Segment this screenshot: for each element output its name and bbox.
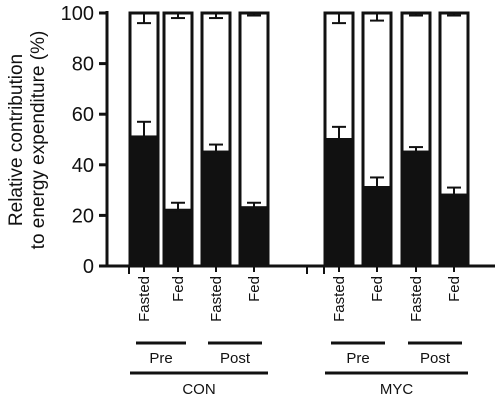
period-label: Pre [149, 350, 172, 367]
y-tick-label: 80 [72, 54, 94, 76]
group-label: CON [182, 381, 215, 398]
period-label: Post [420, 350, 451, 367]
category-label: Fasted [331, 276, 348, 322]
category-label: Fed [369, 276, 386, 302]
category-labels: Fasted Fed Fasted Fed Fasted Fed Fasted Fed [136, 276, 463, 322]
y-tick-label: 60 [72, 104, 94, 126]
y-tick-label: 20 [72, 205, 94, 227]
bars [128, 11, 470, 268]
y-axis-label-line-1: Relative contribution [6, 54, 27, 226]
bar-upper-segment [323, 11, 355, 141]
group-label: MYC [380, 381, 414, 398]
bar-lower-segment [238, 206, 270, 268]
period-label: Pre [346, 350, 369, 367]
y-axis-label: Relative contribution to energy expendit… [6, 31, 49, 250]
bar-upper-segment [162, 11, 194, 212]
y-axis-label-line-2: to energy expenditure (%) [28, 31, 49, 250]
category-label: Fed [446, 276, 463, 302]
period-label: Post [220, 350, 251, 367]
bar-lower-segment [162, 208, 194, 268]
bar-upper-segment [438, 11, 470, 197]
bar-lower-segment [400, 150, 432, 268]
category-label: Fasted [208, 276, 225, 322]
bar-upper-segment [200, 11, 232, 154]
bar-lower-segment [200, 150, 232, 268]
y-tick-label: 0 [83, 256, 94, 278]
bar-upper-segment [238, 11, 270, 210]
category-label: Fed [246, 276, 263, 302]
bar-lower-segment [323, 138, 355, 268]
bar-lower-segment [128, 135, 160, 268]
category-label: Fasted [136, 276, 153, 322]
y-tick-label: 40 [72, 155, 94, 177]
bar-upper-segment [361, 11, 393, 190]
group-brackets: Pre Post CON Pre Post MYC [130, 341, 468, 398]
bar-lower-segment [361, 186, 393, 268]
bar-lower-segment [438, 193, 470, 268]
y-tick-label: 100 [61, 3, 94, 25]
category-label: Fasted [408, 276, 425, 322]
category-label: Fed [170, 276, 187, 302]
bar-upper-segment [400, 11, 432, 154]
bar-upper-segment [128, 11, 160, 139]
